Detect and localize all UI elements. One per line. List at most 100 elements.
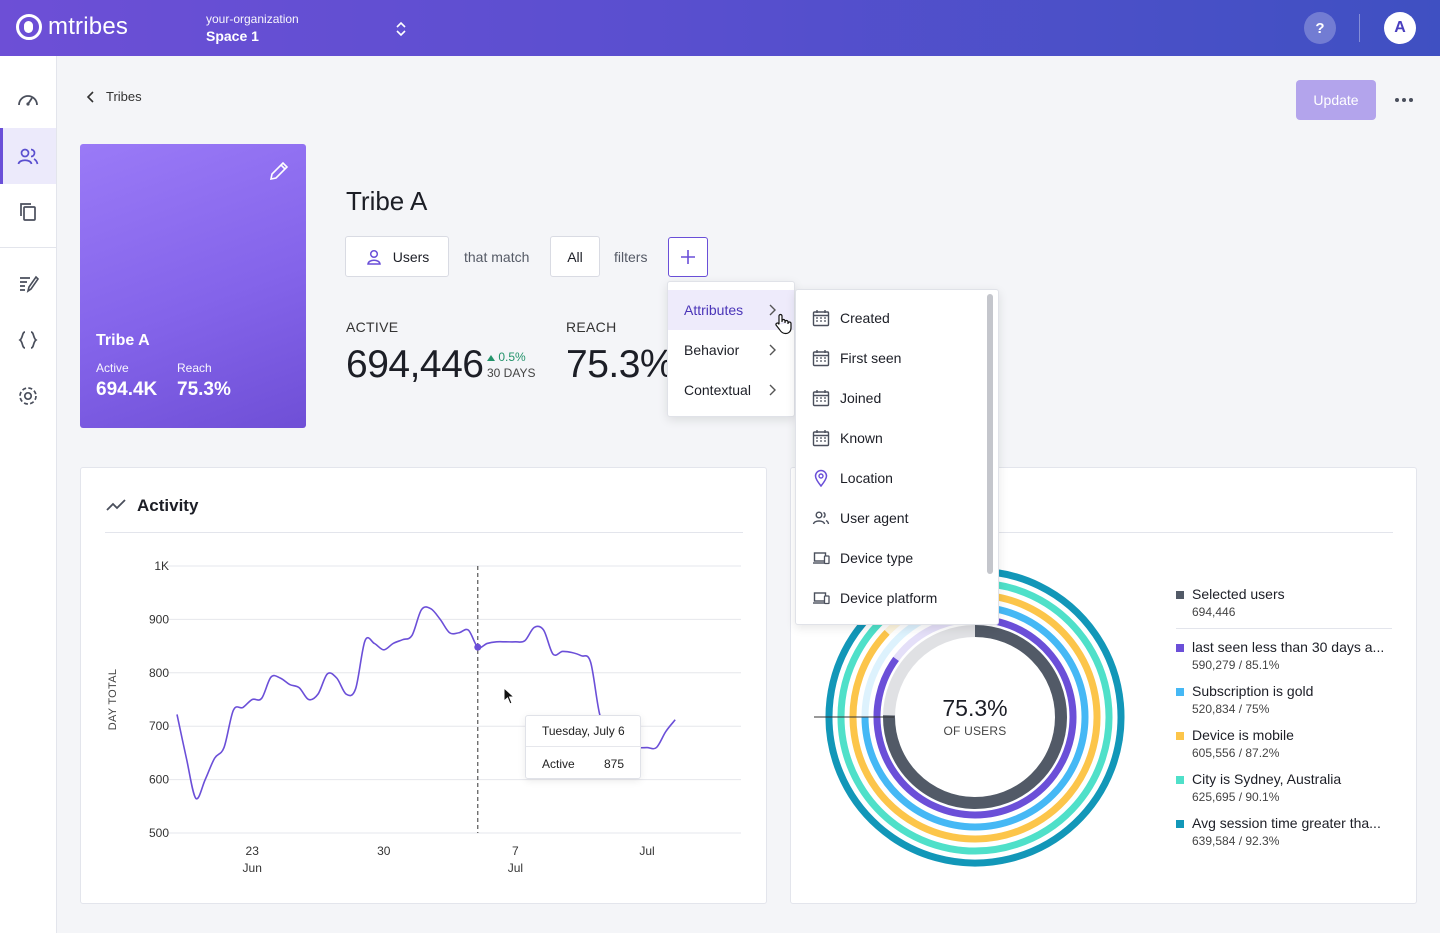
legend-sub: 520,834 / 75%: [1192, 702, 1270, 716]
legend-name: Selected users: [1192, 586, 1285, 602]
users-selector[interactable]: Users: [345, 236, 449, 277]
update-button[interactable]: Update: [1296, 80, 1376, 120]
tooltip-value: 875: [603, 757, 624, 771]
submenu-item-location[interactable]: Location: [796, 458, 982, 498]
submenu-item-known[interactable]: Known: [796, 418, 982, 458]
users-icon: [812, 511, 830, 525]
legend-swatch: [1176, 820, 1184, 828]
settings-icon: [19, 387, 37, 405]
submenu-item-device-platform[interactable]: Device platform: [796, 578, 982, 618]
org-switcher[interactable]: your-organization Space 1: [206, 11, 299, 45]
devices-icon: [813, 552, 830, 565]
sidebar-item-settings[interactable]: [0, 368, 56, 424]
sidebar-item-tribes[interactable]: [0, 128, 56, 184]
submenu-item-user-agent[interactable]: User agent: [796, 498, 982, 538]
sidebar-item-code[interactable]: [0, 312, 56, 368]
legend-swatch: [1176, 591, 1184, 599]
match-all-selector[interactable]: All: [550, 236, 600, 277]
submenu-item-label: User agent: [840, 510, 909, 526]
tooltip-date: Tuesday, July 6: [542, 724, 625, 738]
reach-metric-value: 75.3%: [566, 343, 675, 386]
top-divider: [1359, 14, 1360, 42]
menu-item-behavior[interactable]: Behavior: [668, 330, 794, 370]
delta-percent: 0.5%: [487, 349, 535, 365]
calendar-icon: [812, 390, 830, 407]
org-name: your-organization: [206, 12, 299, 26]
filter-category-menu: Attributes Behavior Contextual: [667, 281, 795, 417]
legend-sub: 625,695 / 90.1%: [1192, 790, 1280, 804]
card-active-value: 694.4K: [96, 379, 158, 400]
card-title: Tribe A: [96, 332, 150, 349]
chevron-up-down-icon[interactable]: [394, 20, 408, 38]
legend-sub: 694,446: [1192, 605, 1236, 619]
sidebar-divider: [0, 247, 56, 248]
more-options-button[interactable]: [1390, 90, 1418, 110]
location-pin-icon: [814, 469, 828, 487]
legend-swatch: [1176, 776, 1184, 784]
experiences-icon: [20, 275, 40, 293]
legend-name: Avg session time greater tha...: [1192, 815, 1381, 831]
collections-icon: [20, 203, 36, 221]
active-delta: 0.5% 30 DAYS: [487, 349, 535, 381]
sidebar-item-collections[interactable]: [0, 184, 56, 240]
sidebar-item-dashboard[interactable]: [0, 72, 56, 128]
legend-name: Device is mobile: [1192, 727, 1294, 743]
submenu-item-label: Device platform: [840, 590, 938, 606]
activity-title: Activity: [137, 496, 199, 515]
submenu-item-first-seen[interactable]: First seen: [796, 338, 982, 378]
tribes-icon: [17, 148, 39, 165]
submenu-item-label: Location: [840, 470, 893, 486]
back-label: Tribes: [106, 89, 142, 104]
submenu-scroll-thumb[interactable]: [987, 294, 993, 574]
add-filter-button[interactable]: [668, 237, 708, 277]
sidebar: [0, 56, 57, 933]
delta-percent-value: 0.5%: [498, 350, 526, 364]
chart-tooltip: Tuesday, July 6 Active 875: [525, 715, 641, 779]
that-match-text: that match: [464, 249, 530, 265]
help-button[interactable]: ?: [1304, 12, 1336, 44]
donut-center-value: 75.3%: [942, 695, 1008, 721]
menu-item-contextual[interactable]: Contextual: [668, 370, 794, 410]
submenu-item-label: Created: [840, 310, 890, 326]
tribe-card: Tribe A Active 694.4K Reach 75.3%: [80, 144, 306, 428]
space-name: Space 1: [206, 28, 259, 44]
submenu-item-joined[interactable]: Joined: [796, 378, 982, 418]
submenu-item-label: Known: [840, 430, 883, 446]
back-link[interactable]: Tribes: [84, 89, 142, 104]
legend-sub: 639,584 / 92.3%: [1192, 834, 1280, 848]
submenu-item-label: First seen: [840, 350, 902, 366]
tooltip-divider: [526, 746, 640, 747]
legend-swatch: [1176, 688, 1184, 696]
legend-sub: 605,556 / 87.2%: [1192, 746, 1280, 760]
menu-item-label: Attributes: [684, 302, 744, 318]
card-active-stat: Active 694.4K: [96, 361, 157, 401]
submenu-item-label: Joined: [840, 390, 882, 406]
submenu-item-created[interactable]: Created: [796, 298, 982, 338]
sidebar-item-experiences[interactable]: [0, 256, 56, 312]
tooltip-label: Active: [542, 757, 575, 771]
chevron-right-icon: [769, 384, 776, 396]
more-horizontal-icon: [1395, 98, 1413, 102]
card-reach-stat: Reach 75.3%: [177, 361, 231, 401]
reach-metric-label: REACH: [566, 319, 617, 335]
code-icon: [18, 331, 38, 349]
calendar-icon: [812, 430, 830, 447]
calendar-icon: [812, 310, 830, 327]
edit-pencil-icon[interactable]: [268, 160, 290, 182]
menu-item-label: Contextual: [684, 382, 751, 398]
users-label: Users: [392, 248, 430, 265]
donut-center: 75.3% OF USERS: [900, 695, 1050, 738]
hand-pointer-icon: [775, 313, 792, 335]
mouse-pointer-icon: [503, 687, 515, 705]
submenu-item-device-type[interactable]: Device type: [796, 538, 982, 578]
logo[interactable]: mtribes: [16, 13, 128, 41]
logo-mark-icon: [16, 14, 42, 40]
menu-item-attributes[interactable]: Attributes: [668, 290, 794, 330]
avatar[interactable]: A: [1384, 12, 1416, 44]
legend-sub: 590,279 / 85.1%: [1192, 658, 1280, 672]
activity-divider: [105, 532, 743, 533]
card-reach-value: 75.3%: [177, 379, 231, 400]
legend-name: Subscription is gold: [1192, 683, 1314, 699]
devices-icon: [813, 592, 830, 605]
card-active-label: Active: [96, 361, 129, 375]
